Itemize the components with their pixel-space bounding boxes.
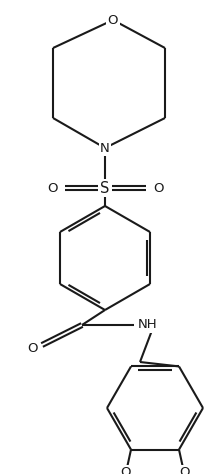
Text: O: O (27, 341, 37, 355)
Text: O: O (108, 13, 118, 27)
Text: NH: NH (138, 319, 158, 331)
Text: O: O (179, 466, 189, 474)
Text: S: S (100, 181, 110, 195)
Text: N: N (100, 142, 110, 155)
Text: O: O (153, 182, 163, 194)
Text: O: O (121, 466, 131, 474)
Text: O: O (48, 182, 58, 194)
